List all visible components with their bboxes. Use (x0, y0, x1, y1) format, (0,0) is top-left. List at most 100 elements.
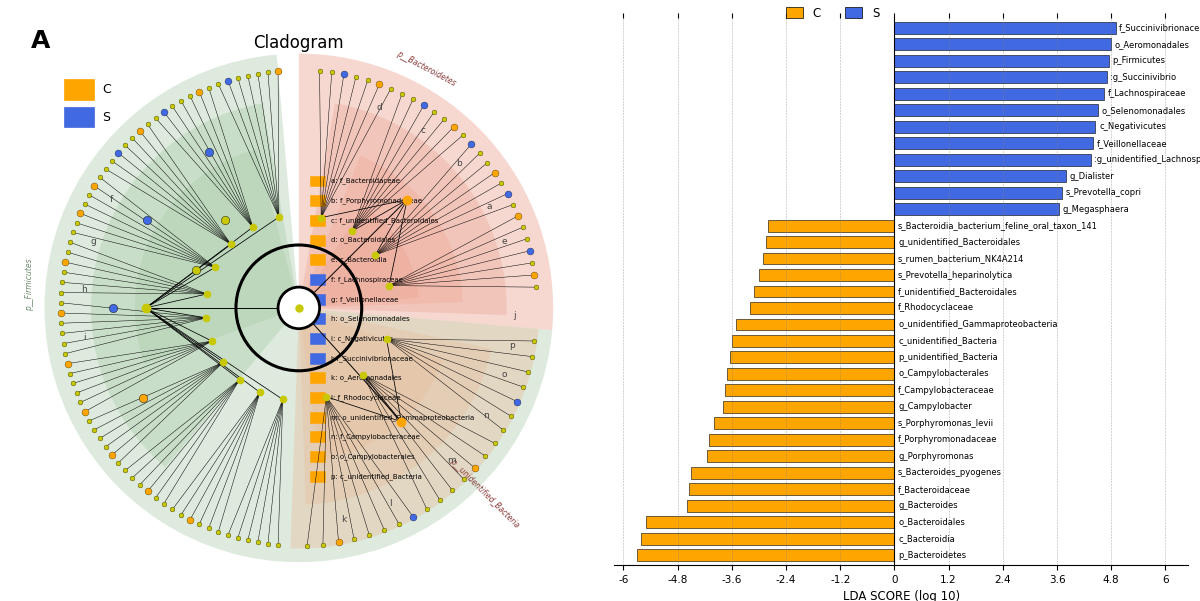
Bar (894, 170, 1066, 182)
Text: p__Firmicutes: p__Firmicutes (25, 258, 34, 311)
Text: l: f_Rhodocyclaceae: l: f_Rhodocyclaceae (330, 394, 400, 401)
Text: s_rumen_bacterium_NK4A214: s_rumen_bacterium_NK4A214 (898, 254, 1025, 263)
Text: f_Campylobacteraceae: f_Campylobacteraceae (898, 386, 995, 395)
Text: S: S (102, 111, 110, 124)
Text: p_Firmicutes: p_Firmicutes (1112, 56, 1165, 66)
Text: i: i (84, 334, 86, 343)
Bar (310, 392, 325, 403)
Text: f_Veillonellaceae: f_Veillonellaceae (1097, 139, 1168, 148)
Text: f_Porphyromonadaceae: f_Porphyromonadaceae (898, 435, 997, 444)
Bar (637, 549, 894, 561)
Text: f_unidentified_Bacteroidales: f_unidentified_Bacteroidales (898, 287, 1018, 296)
Bar (758, 269, 894, 281)
Bar (310, 412, 325, 423)
Bar (691, 467, 894, 478)
Text: g: f_Veillonellaceae: g: f_Veillonellaceae (330, 296, 398, 302)
Text: l: l (389, 499, 391, 508)
Text: d: o_Bacteroidales: d: o_Bacteroidales (330, 237, 395, 243)
Bar (894, 105, 1098, 116)
Bar (689, 483, 894, 495)
Bar (894, 154, 1091, 166)
Text: g_Campylobacter: g_Campylobacter (898, 402, 972, 411)
Text: s_Bacteroidia_bacterium_feline_oral_taxon_141: s_Bacteroidia_bacterium_feline_oral_taxo… (898, 221, 1098, 230)
Bar (310, 432, 325, 442)
Bar (894, 121, 1096, 133)
Text: o: o (502, 370, 508, 379)
Text: j: f_Succinivibrionaceae: j: f_Succinivibrionaceae (330, 355, 413, 362)
Wedge shape (311, 206, 419, 306)
Text: c: f_unidentified_Bacteroidales: c: f_unidentified_Bacteroidales (330, 217, 438, 224)
Bar (709, 434, 894, 446)
Text: c_Bacteroidia: c_Bacteroidia (898, 534, 955, 543)
Text: i: c_Negativicutes: i: c_Negativicutes (330, 335, 392, 342)
Bar (750, 302, 894, 314)
Bar (310, 234, 325, 246)
Bar (310, 294, 325, 305)
Text: m: o_unidentified_Gammaproteobacteria: m: o_unidentified_Gammaproteobacteria (330, 414, 474, 421)
Text: o_Aeromonadales: o_Aeromonadales (1115, 40, 1190, 49)
Bar (646, 516, 894, 528)
Text: p__Bacteroidetes: p__Bacteroidetes (395, 49, 457, 88)
Text: f: f_Lachnospiraceae: f: f_Lachnospiraceae (330, 276, 402, 283)
Text: s_Prevotella_heparinolytica: s_Prevotella_heparinolytica (898, 270, 1013, 279)
Text: s_Bacteroides_pyogenes: s_Bacteroides_pyogenes (898, 468, 1002, 477)
Wedge shape (307, 156, 463, 307)
Bar (310, 373, 325, 383)
Bar (730, 352, 894, 364)
Circle shape (278, 287, 319, 329)
Text: s_Prevotella_copri: s_Prevotella_copri (1066, 188, 1141, 197)
Text: c_Negativicutes: c_Negativicutes (1099, 122, 1166, 131)
Text: o_Bacteroidales: o_Bacteroidales (898, 517, 965, 526)
Text: :g_Succinivibrio: :g_Succinivibrio (1110, 73, 1176, 82)
Bar (894, 55, 1109, 67)
Text: e: c_Bacteroidia: e: c_Bacteroidia (330, 257, 386, 263)
Text: c: c (420, 126, 425, 135)
Bar (725, 385, 894, 396)
Bar (310, 353, 325, 364)
Legend: C, S: C, S (781, 2, 884, 25)
Text: A: A (31, 29, 50, 53)
Bar (310, 254, 325, 265)
Text: g_Megasphaera: g_Megasphaera (1063, 204, 1129, 213)
Bar (894, 88, 1104, 100)
Text: b: b (456, 159, 462, 168)
Text: f_Lachnospiraceae: f_Lachnospiraceae (1108, 90, 1187, 99)
Bar (894, 187, 1062, 198)
Text: a: a (487, 202, 492, 211)
Text: e: e (502, 237, 508, 246)
Bar (310, 333, 325, 344)
Text: p: p (509, 341, 515, 350)
Bar (310, 313, 325, 325)
Text: g_unidentified_Bacteroidales: g_unidentified_Bacteroidales (898, 237, 1020, 246)
Text: k: o_Aeromonadales: k: o_Aeromonadales (330, 374, 401, 381)
Text: :g_unidentified_Lachnospiraceae: :g_unidentified_Lachnospiraceae (1094, 155, 1200, 164)
Wedge shape (302, 103, 506, 315)
Text: m: m (448, 456, 456, 465)
Text: n: n (484, 412, 488, 421)
Wedge shape (134, 150, 293, 364)
Text: g_Porphyromonas: g_Porphyromonas (898, 452, 973, 461)
Text: k: k (341, 514, 347, 523)
Bar (894, 38, 1111, 50)
Text: C: C (102, 83, 110, 96)
Text: g_Bacteroides: g_Bacteroides (898, 501, 958, 510)
Text: b: f_Porphyromonadaceae: b: f_Porphyromonadaceae (330, 197, 421, 204)
Text: p_unidentified_Bacteria: p_unidentified_Bacteria (898, 353, 997, 362)
Text: h: h (80, 284, 86, 293)
Text: Cladogram: Cladogram (253, 34, 344, 52)
Text: p: c_unidentified_Bacteria: p: c_unidentified_Bacteria (330, 473, 421, 480)
Text: f: f (110, 195, 113, 204)
Bar (686, 499, 894, 511)
Text: j: j (514, 311, 516, 320)
Bar (707, 450, 894, 462)
Text: n: f_Campylobacteraceae: n: f_Campylobacteraceae (330, 433, 420, 441)
Text: a: f_Bacteroidaceae: a: f_Bacteroidaceae (330, 178, 400, 185)
Wedge shape (91, 103, 295, 467)
Text: g: g (90, 237, 96, 246)
Text: f_Bacteroidaceae: f_Bacteroidaceae (898, 484, 971, 493)
Bar (727, 368, 894, 380)
Text: p_Bacteroidetes: p_Bacteroidetes (898, 551, 966, 560)
Text: d: d (377, 103, 383, 112)
Text: o_unidentified_Gammaproteobacteria: o_unidentified_Gammaproteobacteria (898, 320, 1057, 329)
Bar (732, 335, 894, 347)
